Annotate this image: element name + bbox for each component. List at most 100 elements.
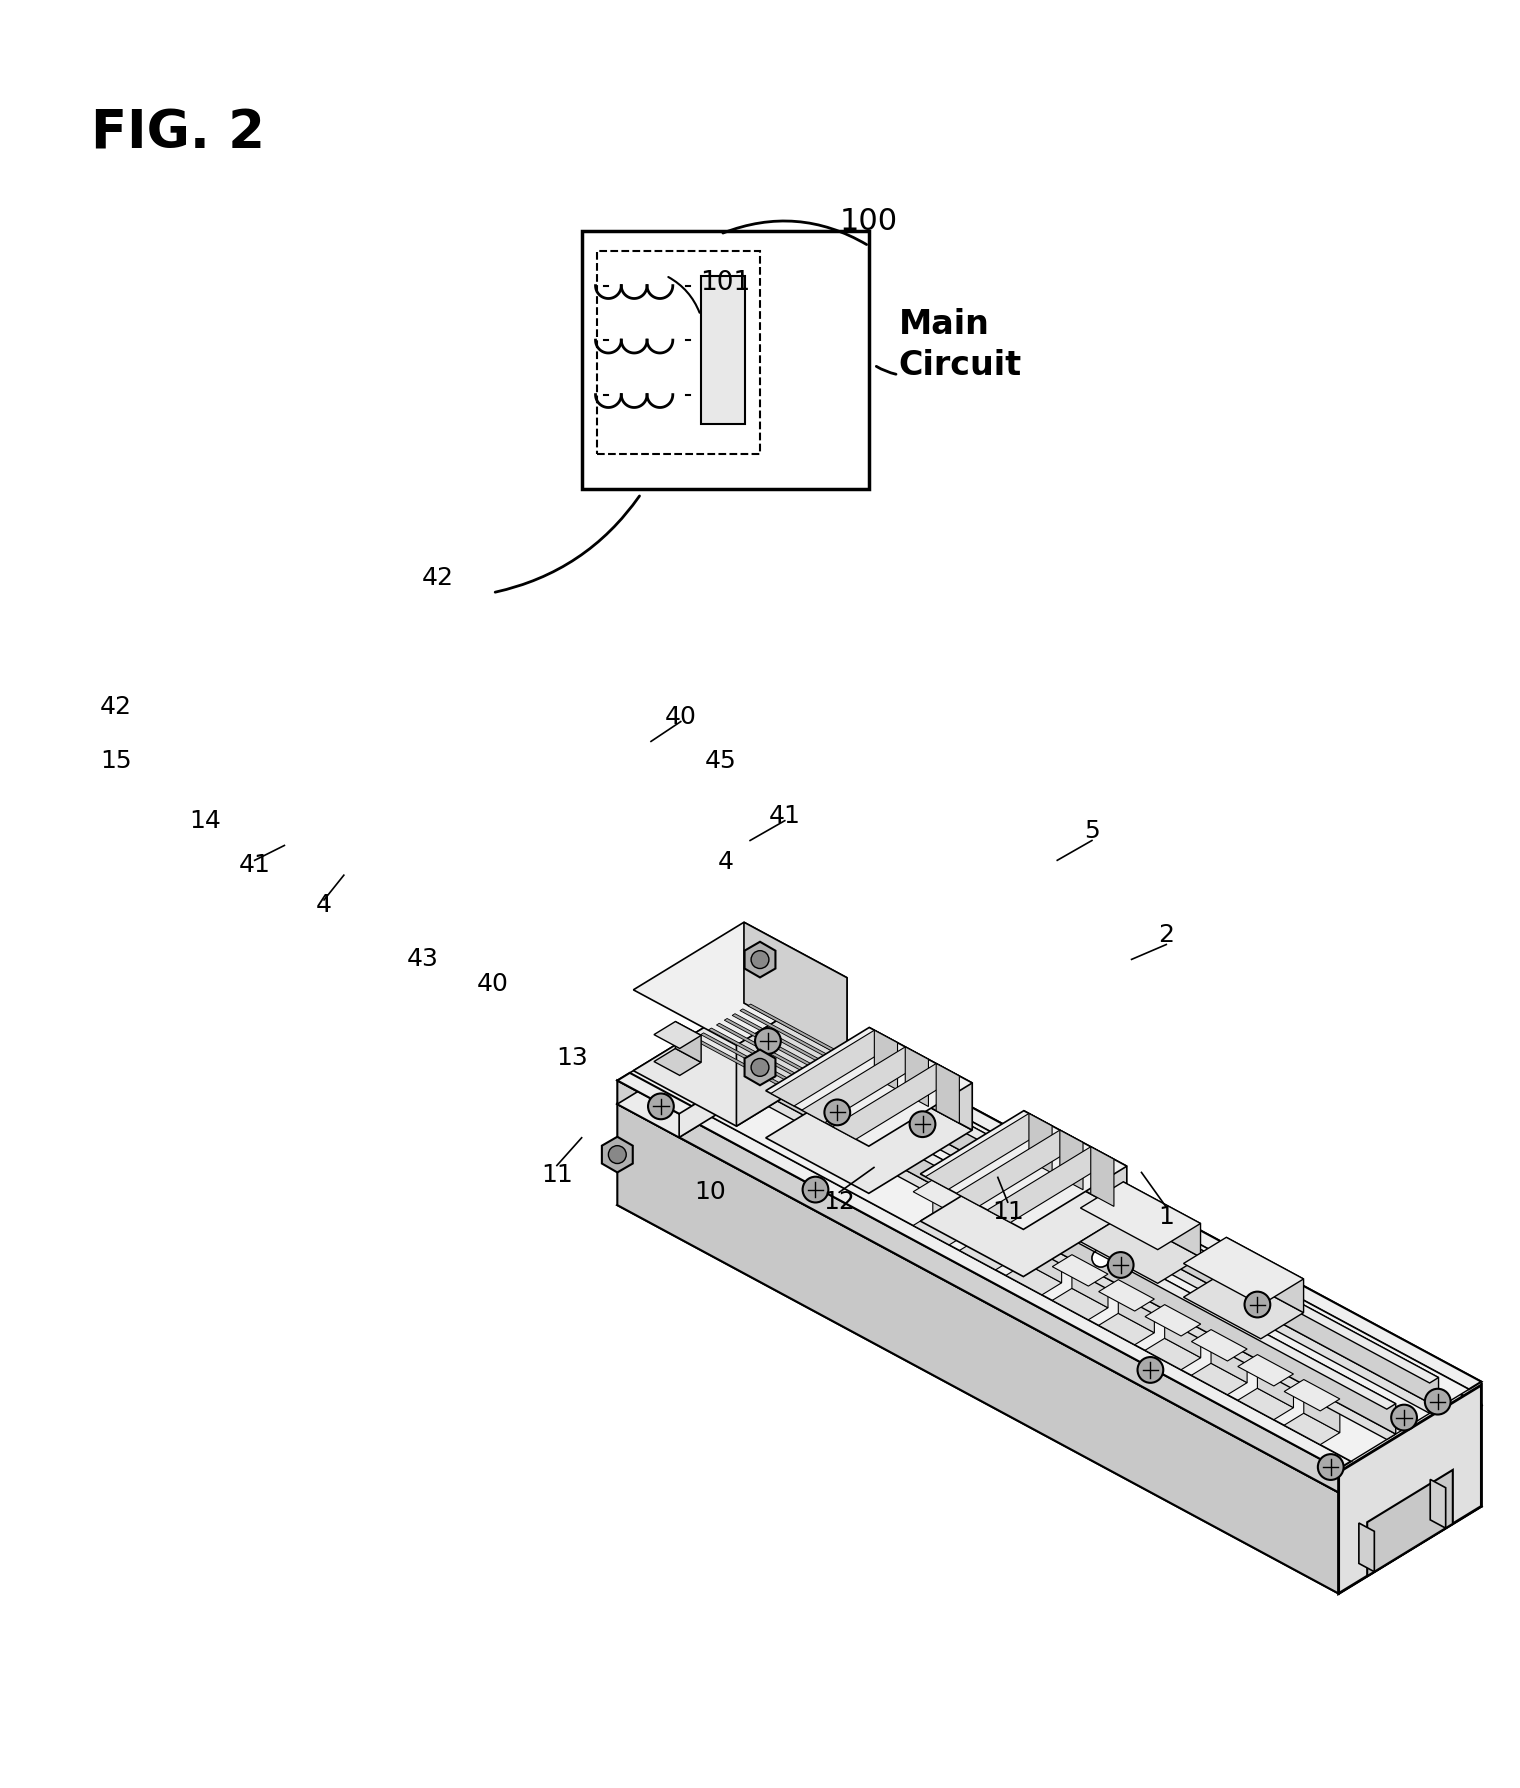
Polygon shape bbox=[1237, 1387, 1294, 1420]
Polygon shape bbox=[914, 1214, 968, 1244]
Polygon shape bbox=[675, 1021, 701, 1062]
Circle shape bbox=[757, 1069, 775, 1087]
Polygon shape bbox=[1006, 1264, 1061, 1295]
Text: 14: 14 bbox=[188, 808, 220, 833]
FancyArrowPatch shape bbox=[877, 367, 895, 374]
Polygon shape bbox=[617, 1073, 1351, 1470]
Polygon shape bbox=[766, 1028, 973, 1146]
Polygon shape bbox=[869, 1028, 973, 1130]
Polygon shape bbox=[617, 1080, 1339, 1493]
Circle shape bbox=[1108, 1252, 1134, 1278]
Polygon shape bbox=[1211, 1330, 1246, 1382]
Polygon shape bbox=[1123, 1182, 1201, 1257]
Polygon shape bbox=[733, 1014, 822, 1062]
Polygon shape bbox=[617, 1118, 1482, 1593]
Polygon shape bbox=[748, 994, 1482, 1389]
Polygon shape bbox=[617, 1017, 1482, 1493]
Polygon shape bbox=[748, 1005, 838, 1053]
Polygon shape bbox=[708, 1028, 800, 1076]
Text: 42: 42 bbox=[423, 567, 454, 590]
Circle shape bbox=[755, 1028, 781, 1053]
Polygon shape bbox=[786, 1060, 1438, 1413]
Text: 4: 4 bbox=[717, 851, 733, 874]
Polygon shape bbox=[1024, 1110, 1126, 1214]
Circle shape bbox=[824, 1100, 850, 1125]
Polygon shape bbox=[1091, 1146, 1114, 1207]
Polygon shape bbox=[617, 994, 822, 1114]
Polygon shape bbox=[979, 1205, 1015, 1257]
Text: 5: 5 bbox=[1084, 819, 1100, 842]
Polygon shape bbox=[760, 994, 822, 1050]
FancyArrowPatch shape bbox=[496, 495, 640, 592]
Polygon shape bbox=[693, 1037, 783, 1087]
Polygon shape bbox=[1081, 1216, 1201, 1284]
Text: 2: 2 bbox=[1158, 923, 1175, 946]
Text: 41: 41 bbox=[769, 805, 801, 828]
Polygon shape bbox=[936, 1064, 959, 1123]
Polygon shape bbox=[1059, 1130, 1084, 1189]
Polygon shape bbox=[1257, 1355, 1294, 1407]
Text: 1: 1 bbox=[1158, 1205, 1173, 1228]
Polygon shape bbox=[654, 1021, 701, 1048]
Polygon shape bbox=[1284, 1380, 1339, 1411]
Polygon shape bbox=[716, 1023, 807, 1073]
Circle shape bbox=[1091, 1250, 1110, 1268]
Polygon shape bbox=[1145, 1305, 1201, 1336]
Text: 11: 11 bbox=[993, 1200, 1023, 1225]
Polygon shape bbox=[745, 942, 775, 978]
Polygon shape bbox=[617, 1103, 1339, 1593]
Polygon shape bbox=[1052, 1289, 1108, 1320]
Polygon shape bbox=[771, 1030, 897, 1107]
Text: 41: 41 bbox=[239, 853, 271, 878]
Polygon shape bbox=[1081, 1182, 1201, 1250]
Polygon shape bbox=[602, 1137, 632, 1173]
Polygon shape bbox=[692, 1033, 1468, 1461]
Polygon shape bbox=[760, 1017, 1482, 1505]
Polygon shape bbox=[988, 1146, 1114, 1223]
Text: 11: 11 bbox=[541, 1164, 573, 1187]
Polygon shape bbox=[1339, 1405, 1482, 1593]
Text: 4: 4 bbox=[316, 892, 331, 917]
Text: 15: 15 bbox=[100, 749, 132, 772]
Circle shape bbox=[886, 1139, 904, 1157]
Polygon shape bbox=[1184, 1271, 1304, 1339]
Circle shape bbox=[1391, 1405, 1417, 1430]
Polygon shape bbox=[1026, 1230, 1061, 1282]
Polygon shape bbox=[634, 923, 847, 1046]
Polygon shape bbox=[1145, 1337, 1201, 1370]
Polygon shape bbox=[1284, 1413, 1339, 1445]
Polygon shape bbox=[1339, 1386, 1482, 1593]
Text: 45: 45 bbox=[704, 749, 736, 772]
Text: 10: 10 bbox=[695, 1180, 727, 1205]
Text: 42: 42 bbox=[100, 696, 132, 719]
Bar bbox=[596, 250, 760, 454]
Polygon shape bbox=[874, 1030, 897, 1091]
Polygon shape bbox=[1184, 1237, 1304, 1305]
Polygon shape bbox=[906, 1048, 929, 1107]
Polygon shape bbox=[740, 1008, 830, 1058]
Text: 43: 43 bbox=[407, 948, 439, 971]
Polygon shape bbox=[760, 994, 1482, 1405]
Polygon shape bbox=[1099, 1314, 1154, 1345]
Circle shape bbox=[1424, 1389, 1450, 1414]
Polygon shape bbox=[786, 1030, 1438, 1382]
Polygon shape bbox=[654, 1048, 701, 1075]
Polygon shape bbox=[1099, 1280, 1154, 1311]
Polygon shape bbox=[725, 1019, 815, 1067]
Circle shape bbox=[751, 1058, 769, 1076]
Polygon shape bbox=[1304, 1380, 1339, 1432]
Circle shape bbox=[1137, 1357, 1163, 1382]
Polygon shape bbox=[752, 1057, 1395, 1434]
Polygon shape bbox=[743, 923, 847, 1058]
Polygon shape bbox=[1359, 1523, 1374, 1572]
Circle shape bbox=[1245, 1291, 1271, 1318]
Circle shape bbox=[648, 1094, 673, 1119]
Polygon shape bbox=[926, 1114, 1052, 1189]
Circle shape bbox=[608, 1146, 626, 1164]
Polygon shape bbox=[679, 1026, 822, 1137]
Polygon shape bbox=[933, 1180, 968, 1234]
Polygon shape bbox=[766, 1075, 973, 1193]
Polygon shape bbox=[795, 1030, 1438, 1407]
Polygon shape bbox=[745, 1050, 775, 1085]
Text: 100: 100 bbox=[841, 207, 898, 236]
